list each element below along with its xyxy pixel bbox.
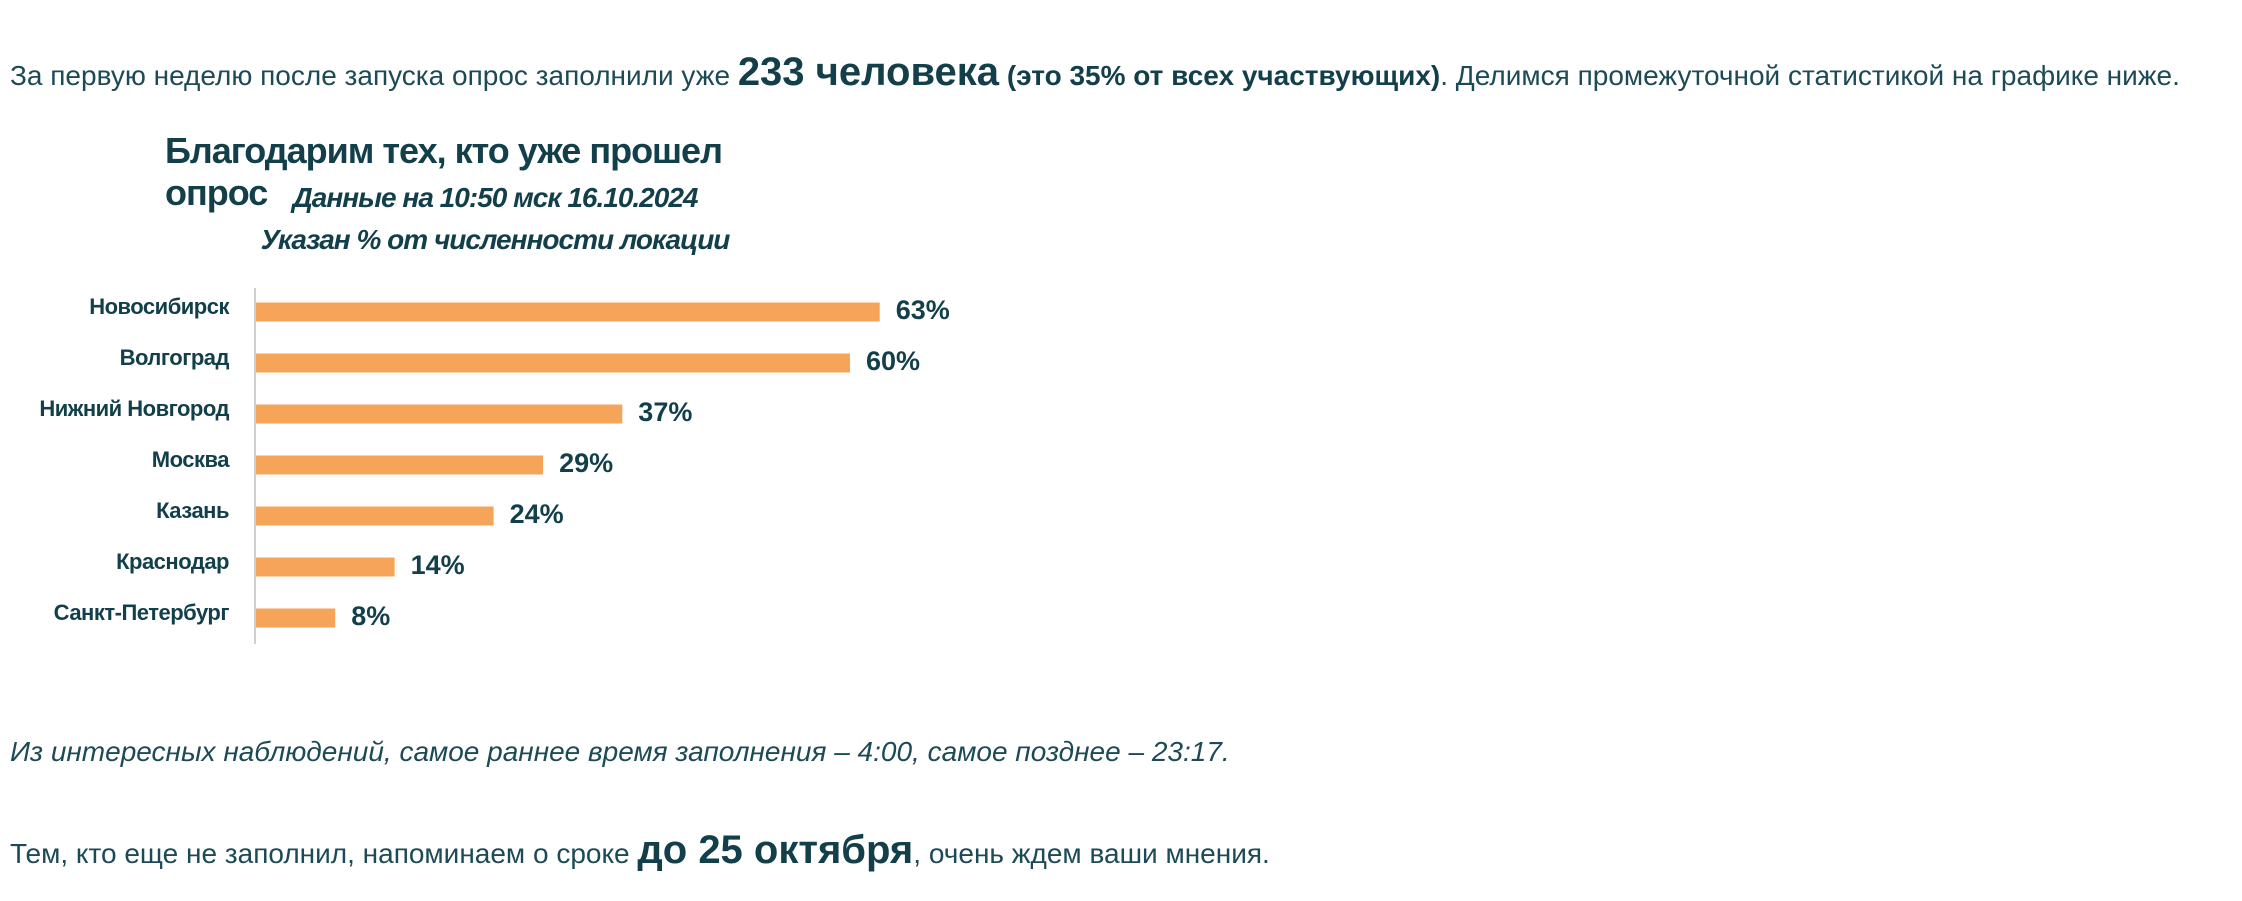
intro-text-pre: За первую неделю после запуска опрос зап…: [10, 60, 738, 91]
value-label: 37%: [638, 397, 692, 427]
value-label: 14%: [411, 550, 465, 580]
value-label: 24%: [510, 499, 564, 529]
value-label: 29%: [559, 448, 613, 478]
chart-title: Благодарим тех, кто уже прошел опрос: [165, 130, 723, 213]
category-label: Казань: [156, 498, 229, 523]
bar: [256, 608, 336, 628]
value-label: 63%: [896, 295, 950, 325]
chart-subtitle-2: Указан % от численности локации: [260, 224, 731, 255]
category-label: Новосибирск: [89, 294, 230, 319]
bar: [256, 353, 850, 373]
intro-share: (это 35% от всех участвующих): [1006, 60, 1441, 91]
intro-paragraph: За первую неделю после запуска опрос зап…: [10, 50, 2180, 95]
value-label: 60%: [866, 346, 920, 376]
reminder-paragraph: Тем, кто еще не заполнил, напоминаем о с…: [10, 828, 1270, 873]
reminder-text-post: , очень ждем ваши мнения.: [913, 838, 1270, 869]
category-label: Краснодар: [116, 549, 229, 574]
bar: [256, 302, 880, 322]
bar: [256, 506, 494, 526]
intro-text-post: . Делимся промежуточной статистикой на г…: [1440, 60, 2180, 91]
bar: [256, 404, 623, 424]
observation-paragraph: Из интересных наблюдений, самое раннее в…: [10, 736, 1230, 767]
intro-count: 233 человека: [737, 50, 1000, 94]
bar: [256, 455, 544, 475]
category-label: Москва: [152, 447, 230, 472]
value-label: 8%: [351, 601, 390, 631]
category-label: Санкт-Петербург: [54, 600, 230, 625]
bar: [256, 557, 395, 577]
reminder-text-pre: Тем, кто еще не заполнил, напоминаем о с…: [10, 838, 638, 869]
reminder-deadline: до 25 октября: [637, 828, 914, 872]
chart-subtitle: Данные на 10:50 мск 16.10.2024: [292, 182, 699, 213]
bar-chart: Новосибирск 63% Волгоград 60% Нижний Новгоро…: [39, 288, 950, 644]
category-label: Нижний Новгород: [39, 396, 229, 421]
chart-container: Благодарим тех, кто уже прошел опрос Дан…: [0, 120, 1000, 680]
category-label: Волгоград: [120, 345, 230, 370]
